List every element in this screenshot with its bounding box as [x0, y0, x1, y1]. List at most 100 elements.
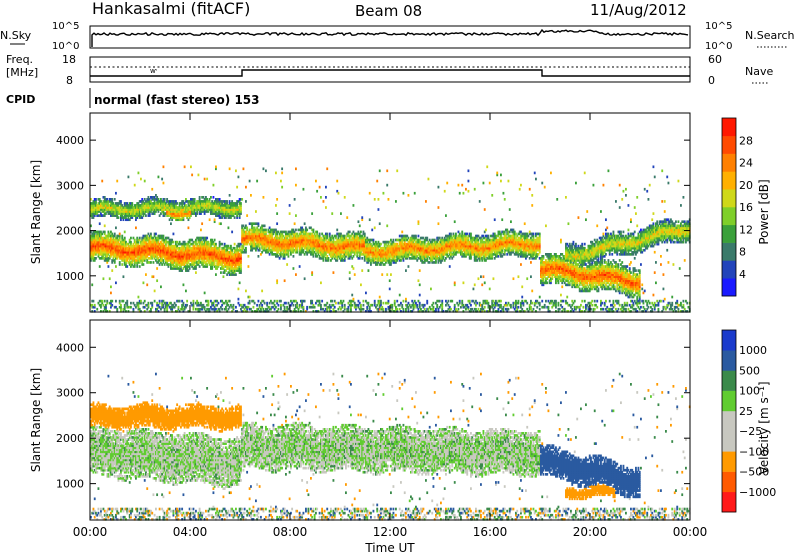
heatmap-cell [176, 216, 179, 219]
heatmap-cell [192, 210, 195, 213]
heatmap-cell [146, 206, 149, 209]
heatmap-cell [90, 212, 92, 215]
heatmap-cell [96, 234, 99, 238]
heatmap-cell [203, 238, 206, 242]
heatmap-cell [181, 210, 184, 213]
heatmap-cell [181, 269, 184, 272]
heatmap-cell [137, 208, 140, 211]
heatmap-cell [210, 238, 212, 242]
heatmap-cell [197, 263, 200, 266]
heatmap-cell [181, 250, 184, 254]
heatmap-cell [227, 212, 230, 215]
heatmap-cell [105, 208, 107, 211]
heatmap-cell [312, 228, 315, 232]
heatmap-cell [97, 202, 100, 205]
heatmap-cell [295, 214, 297, 217]
heatmap-cell [185, 212, 187, 215]
heatmap-cell [116, 257, 119, 260]
heatmap-cell [170, 240, 172, 244]
heatmap-cell [161, 202, 164, 205]
heatmap-cell [367, 301, 370, 305]
heatmap-cell [325, 196, 327, 199]
heatmap-cell [170, 263, 172, 266]
heatmap-cell [91, 214, 94, 217]
heatmap-cell [247, 305, 250, 309]
heatmap-cell [138, 204, 141, 207]
heatmap-cell [352, 267, 355, 270]
heatmap-cell [123, 214, 126, 217]
heatmap-cell [106, 204, 109, 207]
heatmap-cell [177, 218, 180, 222]
heatmap-cell [107, 232, 110, 236]
heatmap-cell [172, 246, 175, 250]
heatmap-cell [178, 299, 181, 303]
heatmap-cell [261, 289, 264, 293]
heatmap-cell [197, 257, 200, 260]
heatmap-cell [110, 236, 112, 240]
heatmap-cell [130, 248, 132, 252]
heatmap-cell [165, 236, 167, 240]
heatmap-cell [227, 253, 230, 256]
heatmap-cell [92, 210, 95, 213]
heatmap-cell [132, 301, 135, 305]
heatmap-cell [242, 250, 245, 254]
heatmap-cell [170, 301, 172, 305]
heatmap-cell [180, 267, 182, 270]
heatmap-cell [225, 206, 227, 209]
heatmap-cell [171, 216, 174, 219]
heatmap-cell [242, 236, 245, 240]
heatmap-cell [292, 255, 295, 258]
heatmap-cell [145, 214, 147, 217]
heatmap-cell [207, 255, 210, 258]
heatmap-cell [235, 259, 237, 262]
heatmap-cell [130, 212, 132, 215]
heatmap-cell [125, 244, 127, 248]
heatmap-cell [96, 238, 99, 242]
heatmap-cell [98, 202, 101, 205]
heatmap-cell [223, 261, 226, 264]
heatmap-cell [130, 242, 132, 246]
heatmap-cell [110, 238, 112, 242]
heatmap-cell [257, 299, 260, 303]
heatmap-cell [237, 261, 240, 264]
heatmap-cell [218, 212, 221, 215]
heatmap-cell [157, 242, 160, 246]
heatmap-cell [165, 253, 167, 256]
heatmap-cell [91, 310, 94, 313]
heatmap-cell [198, 257, 201, 260]
heatmap-cell [140, 204, 142, 207]
heatmap-cell [181, 261, 184, 264]
heatmap-cell [142, 253, 145, 256]
heatmap-cell [210, 299, 212, 303]
heatmap-cell [166, 200, 169, 203]
heatmap-cell [158, 259, 161, 262]
heatmap-cell [106, 236, 109, 240]
heatmap-cell [115, 226, 117, 230]
heatmap-cell [195, 267, 197, 270]
heatmap-cell [181, 257, 184, 260]
heatmap-cell [108, 208, 111, 211]
heatmap-cell [238, 265, 241, 268]
heatmap-cell [131, 214, 134, 217]
heatmap-cell [175, 202, 177, 205]
heatmap-cell [182, 208, 185, 211]
heatmap-cell [98, 248, 101, 252]
heatmap-cell [196, 202, 199, 205]
heatmap-cell [98, 299, 101, 303]
heatmap-cell [237, 265, 240, 268]
heatmap-cell [162, 305, 165, 309]
station-title: Hankasalmi (fitACF) [92, 0, 250, 18]
heatmap-cell [171, 246, 174, 250]
heatmap-cell [210, 265, 212, 268]
heatmap-cell [90, 214, 92, 217]
heatmap-cell [146, 204, 149, 207]
heatmap-cell [170, 259, 172, 262]
heatmap-cell [237, 255, 240, 258]
heatmap-cell [182, 212, 185, 215]
heatmap-cell [203, 305, 206, 309]
heatmap-cell [103, 236, 106, 240]
heatmap-cell [160, 307, 162, 311]
heatmap-cell [118, 208, 121, 211]
heatmap-cell [245, 240, 247, 244]
heatmap-cell [187, 212, 190, 215]
